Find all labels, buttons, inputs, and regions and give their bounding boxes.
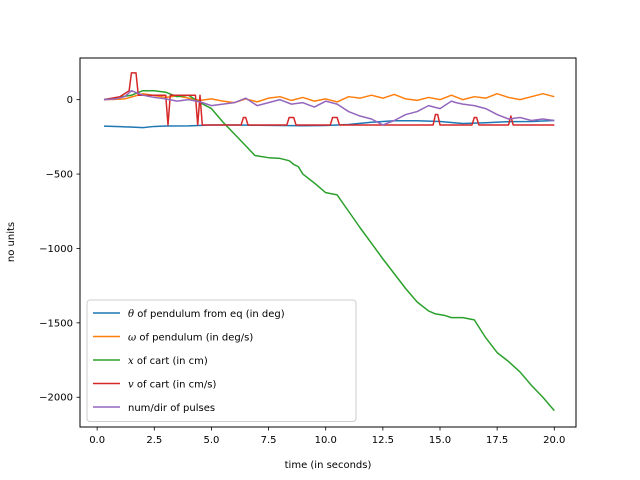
y-tick-label: −500 (46, 170, 73, 181)
x-tick-label: 7.5 (261, 435, 277, 446)
legend-box (86, 299, 357, 422)
series-line-3 (103, 72, 555, 126)
legend-label-2: x of cart (in cm) (128, 356, 208, 367)
x-tick-label: 10.0 (315, 435, 337, 446)
x-tick-label: 15.0 (429, 435, 451, 446)
legend: θ of pendulum from eq (in deg) ω of pendu… (86, 299, 357, 422)
x-tick-label: 20.0 (543, 435, 565, 446)
x-axis-label: time (in seconds) (285, 460, 372, 471)
series-line-1 (103, 92, 555, 104)
x-axis: 0.0 2.5 5.0 7.5 10.0 12.5 15.0 17.5 20.0 (89, 427, 565, 446)
x-tick-label: 2.5 (146, 435, 162, 446)
y-tick-label: −2000 (39, 393, 73, 404)
legend-label-1: ω of pendulum (in deg/s) (128, 333, 253, 344)
plot-lines (103, 72, 555, 412)
series-line-4 (103, 89, 555, 126)
legend-label-4: num/dir of pulses (128, 403, 215, 414)
y-tick-label: 0 (67, 95, 73, 106)
x-tick-label: 0.0 (89, 435, 105, 446)
x-tick-label: 5.0 (203, 435, 219, 446)
x-tick-label: 12.5 (372, 435, 394, 446)
x-tick-label: 17.5 (486, 435, 508, 446)
plot-frame (79, 57, 577, 428)
legend-label-3: v of cart (in cm/s) (128, 380, 217, 391)
y-axis-label: no units (6, 222, 17, 262)
y-tick-label: −1000 (39, 244, 73, 255)
y-tick-label: −1500 (39, 318, 73, 329)
legend-label-0: θ of pendulum from eq (in deg) (128, 309, 285, 320)
y-axis: 0 −500 −1000 −1500 −2000 (39, 95, 80, 404)
